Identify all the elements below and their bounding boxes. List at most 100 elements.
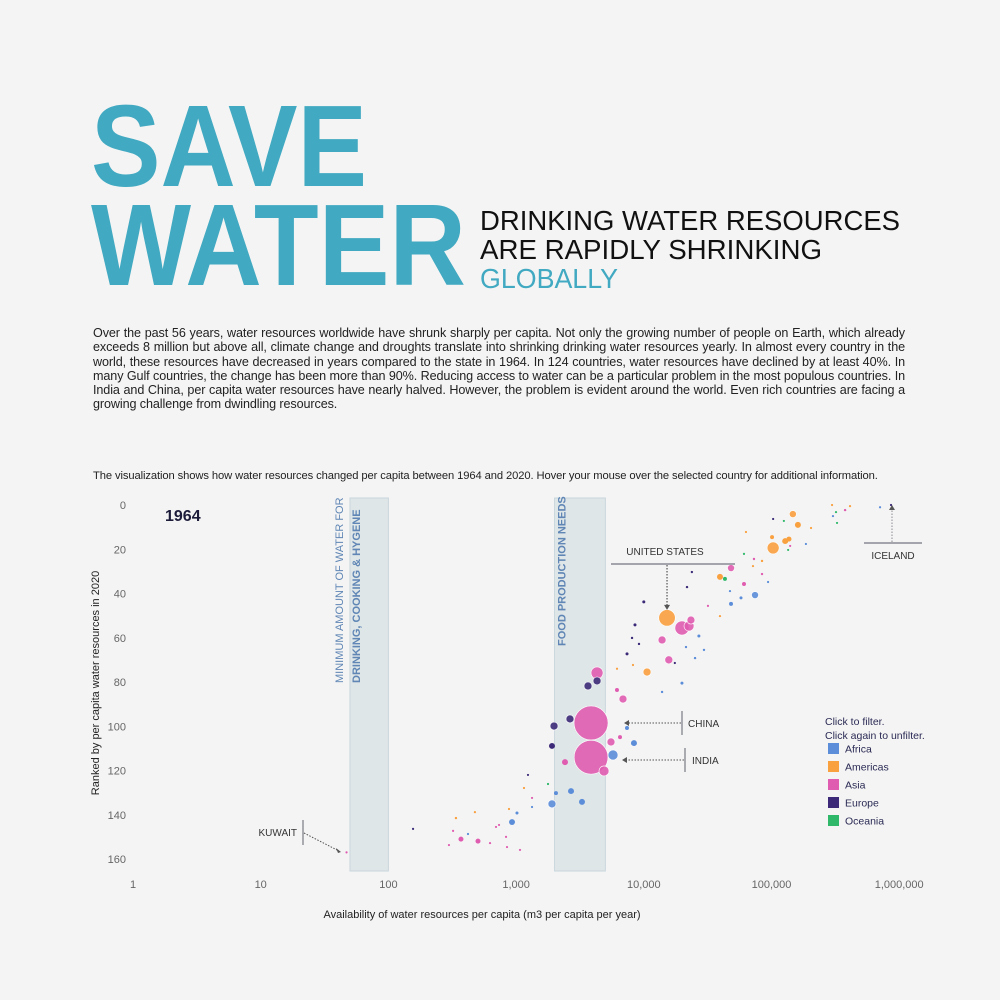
data-point[interactable] xyxy=(530,796,534,800)
data-point[interactable] xyxy=(684,645,688,649)
legend-item-africa[interactable]: Africa xyxy=(828,743,872,756)
data-point[interactable] xyxy=(789,510,797,518)
data-point[interactable] xyxy=(742,582,746,586)
data-point[interactable] xyxy=(530,805,534,809)
data-point[interactable] xyxy=(518,848,522,852)
data-point[interactable] xyxy=(794,521,801,528)
data-point[interactable] xyxy=(454,816,458,820)
data-point[interactable] xyxy=(680,681,684,685)
data-point[interactable] xyxy=(475,838,481,844)
data-point[interactable] xyxy=(630,636,634,640)
data-point[interactable] xyxy=(573,740,609,775)
data-point[interactable] xyxy=(889,503,893,507)
data-point[interactable] xyxy=(509,819,515,826)
data-point[interactable] xyxy=(729,601,734,606)
data-point[interactable] xyxy=(625,652,629,656)
data-point[interactable] xyxy=(830,503,834,507)
data-point[interactable] xyxy=(505,845,509,849)
data-point[interactable] xyxy=(809,526,813,530)
data-point[interactable] xyxy=(618,735,622,740)
data-point[interactable] xyxy=(848,505,852,508)
data-point[interactable] xyxy=(673,661,676,665)
data-point[interactable] xyxy=(742,552,746,555)
data-point[interactable] xyxy=(690,570,694,574)
data-point[interactable] xyxy=(494,825,498,829)
data-point[interactable] xyxy=(834,510,838,514)
data-point[interactable] xyxy=(739,596,743,600)
data-point[interactable] xyxy=(787,548,790,552)
data-point[interactable] xyxy=(583,681,593,691)
data-point[interactable] xyxy=(598,765,610,777)
data-point[interactable] xyxy=(606,737,616,747)
data-point[interactable] xyxy=(727,564,735,572)
data-point[interactable] xyxy=(728,589,732,593)
data-point[interactable] xyxy=(497,823,501,827)
data-point[interactable] xyxy=(804,542,808,546)
data-point[interactable] xyxy=(789,544,792,548)
data-point[interactable] xyxy=(702,648,706,652)
data-point[interactable] xyxy=(657,635,667,645)
data-point[interactable] xyxy=(782,519,785,523)
data-point[interactable] xyxy=(515,811,519,815)
data-point[interactable] xyxy=(488,841,492,845)
data-point[interactable] xyxy=(630,740,637,747)
data-point[interactable] xyxy=(744,530,748,534)
data-point[interactable] xyxy=(660,690,664,694)
data-point[interactable] xyxy=(553,791,558,796)
data-point[interactable] xyxy=(878,506,882,509)
data-point[interactable] xyxy=(451,829,455,833)
data-point[interactable] xyxy=(772,517,775,521)
data-point[interactable] xyxy=(615,667,619,670)
data-point[interactable] xyxy=(770,535,775,540)
data-point[interactable] xyxy=(615,687,619,692)
data-point[interactable] xyxy=(458,836,464,842)
data-point[interactable] xyxy=(549,742,555,749)
data-point[interactable] xyxy=(752,557,756,561)
data-point[interactable] xyxy=(549,721,559,731)
legend-item-oceania[interactable]: Oceania xyxy=(828,815,884,828)
data-point[interactable] xyxy=(631,663,635,667)
data-point[interactable] xyxy=(831,514,835,518)
data-point[interactable] xyxy=(633,623,637,627)
data-point[interactable] xyxy=(718,614,722,618)
data-point[interactable] xyxy=(507,807,511,811)
scatter-chart[interactable]: MINIMUM AMOUNT OF WATER FOR DRINKING, COO… xyxy=(0,490,1000,930)
data-point[interactable] xyxy=(760,572,764,576)
data-point[interactable] xyxy=(751,591,759,599)
data-point[interactable] xyxy=(573,705,609,741)
data-point[interactable] xyxy=(766,580,770,584)
data-point[interactable] xyxy=(642,667,652,677)
legend-item-americas[interactable]: Americas xyxy=(828,761,889,774)
data-point[interactable] xyxy=(697,634,701,638)
data-point[interactable] xyxy=(751,564,755,568)
data-point[interactable] xyxy=(760,559,764,563)
data-point[interactable] xyxy=(835,521,839,525)
data-point[interactable] xyxy=(618,694,628,704)
data-point[interactable] xyxy=(345,851,348,854)
data-point[interactable] xyxy=(843,508,847,512)
data-point[interactable] xyxy=(447,843,451,847)
data-point[interactable] xyxy=(717,573,723,580)
data-point[interactable] xyxy=(411,827,415,831)
data-point[interactable] xyxy=(579,798,585,805)
data-point[interactable] xyxy=(526,773,530,777)
data-point[interactable] xyxy=(786,536,792,542)
legend-item-asia[interactable]: Asia xyxy=(828,779,866,792)
data-point[interactable] xyxy=(664,655,674,665)
data-point[interactable] xyxy=(722,576,727,581)
data-point[interactable] xyxy=(504,835,508,838)
data-point[interactable] xyxy=(693,656,697,660)
data-point[interactable] xyxy=(547,799,557,809)
data-point[interactable] xyxy=(706,604,710,607)
data-point[interactable] xyxy=(642,600,646,604)
legend-item-europe[interactable]: Europe xyxy=(828,797,879,810)
data-point[interactable] xyxy=(546,782,550,786)
data-point[interactable] xyxy=(685,585,689,589)
data-point[interactable] xyxy=(562,759,568,766)
data-point[interactable] xyxy=(466,832,470,836)
data-point[interactable] xyxy=(592,676,602,686)
data-point[interactable] xyxy=(568,788,575,795)
data-point[interactable] xyxy=(658,609,676,627)
data-point[interactable] xyxy=(625,726,629,731)
data-point[interactable] xyxy=(686,615,696,625)
